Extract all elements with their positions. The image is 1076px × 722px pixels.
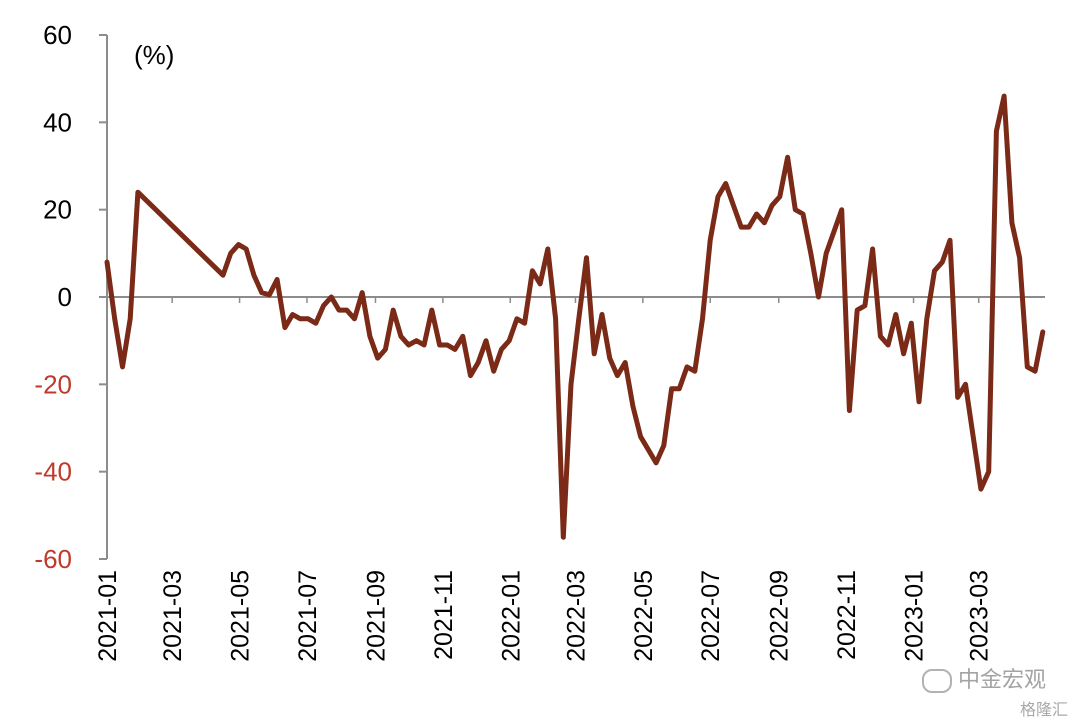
x-tick-label: 2022-11 — [833, 570, 861, 660]
y-unit-label: (%) — [134, 40, 174, 70]
tick-labels-layer: 60 40 20 0 -20 -40 -60 2021-01 2021-03 2021-05 202… — [34, 20, 993, 662]
series-layer — [104, 93, 1046, 540]
x-tick-label: 2022-01 — [497, 570, 525, 662]
x-tick-label: 2022-07 — [697, 570, 725, 662]
y-tick-label: -60 — [34, 544, 72, 574]
y-tick-label: 40 — [43, 107, 72, 137]
x-tick-label: 2022-05 — [630, 570, 658, 662]
x-tick-label: 2022-09 — [766, 570, 794, 662]
x-tick-label: 2021-05 — [227, 570, 255, 662]
watermark-secondary: 格隆汇 — [1020, 696, 1068, 720]
x-tick-label: 2021-09 — [362, 570, 390, 662]
y-tick-label: 60 — [43, 20, 72, 50]
y-tick-label: 0 — [58, 282, 72, 312]
x-tick-label: 2023-01 — [901, 570, 929, 662]
watermark-secondary-text: 格隆汇 — [1019, 700, 1068, 719]
wechat-icon — [921, 669, 952, 693]
watermark-primary-text: 中金宏观 — [957, 668, 1046, 693]
x-tick-label: 2021-07 — [294, 570, 322, 662]
y-tick-label: -40 — [34, 457, 72, 487]
x-tick-label: 2021-11 — [430, 570, 458, 660]
series-line-0 — [104, 93, 1046, 540]
y-tick-label: -20 — [34, 369, 72, 399]
x-tick-label: 2021-03 — [159, 570, 187, 662]
x-tick-label: 2022-03 — [562, 570, 590, 662]
watermark-primary: 中金宏观 — [921, 662, 1046, 694]
x-tick-label: 2021-01 — [94, 570, 122, 662]
axes-layer — [99, 34, 1045, 560]
x-tick-label: 2023-03 — [966, 570, 994, 662]
y-tick-label: 20 — [43, 195, 72, 225]
